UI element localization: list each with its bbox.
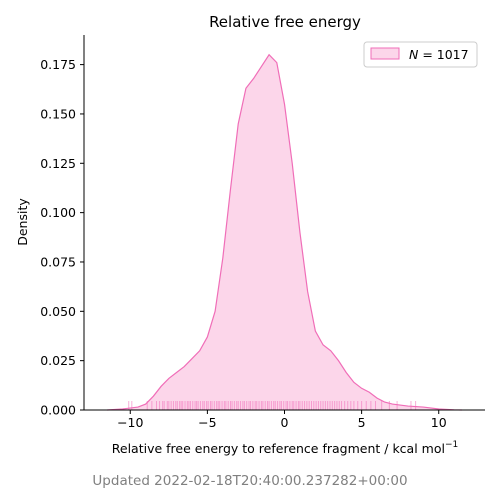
y-tick-label: 0.075 <box>40 254 76 269</box>
x-axis-label-text: Relative free energy to reference fragme… <box>112 441 445 456</box>
x-tick-label: 5 <box>358 415 366 430</box>
density-area <box>107 54 462 411</box>
x-axis-label: Relative free energy to reference fragme… <box>112 440 459 456</box>
legend-label: N = 1017 <box>409 47 469 62</box>
plot-area <box>107 53 462 411</box>
x-axis-label-exponent: −1 <box>445 440 458 450</box>
x-tick-label: −5 <box>198 415 216 430</box>
legend: N = 1017 <box>363 41 478 68</box>
x-tick-label: −10 <box>117 415 143 430</box>
x-tick-label: 0 <box>281 415 289 430</box>
y-tick-label: 0.050 <box>40 304 76 319</box>
y-tick-label: 0.125 <box>40 156 76 171</box>
legend-label-symbol: N <box>409 47 419 62</box>
y-tick-label: 0.000 <box>40 403 76 418</box>
legend-label-eq: = <box>418 47 436 62</box>
chart-title: Relative free energy <box>209 13 361 31</box>
y-tick-label: 0.100 <box>40 205 76 220</box>
updated-timestamp: Updated 2022-02-18T20:40:00.237282+00:00 <box>92 473 407 489</box>
legend-swatch <box>370 47 400 60</box>
y-tick-label: 0.025 <box>40 353 76 368</box>
y-axis-label: Density <box>15 198 30 246</box>
y-tick-label: 0.175 <box>40 57 76 72</box>
density-line <box>107 53 462 411</box>
axes: −10 −5 0 5 10 0.000 0.025 0.050 0.075 0.100 0.125 0… <box>40 35 485 430</box>
x-tick-label: 10 <box>431 415 447 430</box>
y-tick-label: 0.150 <box>40 106 76 121</box>
legend-label-value: 1017 <box>437 47 469 62</box>
